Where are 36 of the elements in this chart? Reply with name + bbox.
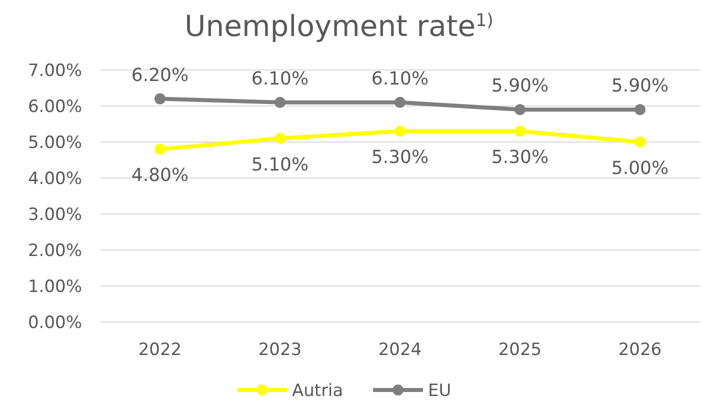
point [274, 132, 286, 144]
y-tick-label: 7.00% [28, 60, 82, 81]
y-tick-label: 1.00% [28, 276, 82, 297]
point [154, 144, 166, 155]
legend-label: Autria [292, 380, 344, 401]
data-label: 5.90% [491, 76, 549, 97]
y-tick-label: 5.00% [28, 132, 82, 153]
data-label: 5.10% [251, 154, 309, 176]
data-label: 6.20% [131, 64, 189, 86]
point [274, 96, 286, 108]
x-tick-label: 2022 [138, 340, 182, 360]
data-label: 5.30% [491, 147, 549, 168]
point [514, 104, 526, 116]
point [634, 136, 646, 148]
point [154, 93, 166, 104]
point [514, 126, 526, 137]
chart-title: Unemployment rate$^{1)}$ [184, 9, 494, 43]
data-label: 6.10% [251, 68, 309, 90]
data-label: 5.00% [611, 158, 669, 179]
x-tick-label: 2023 [258, 340, 302, 360]
x-tick-label: 2026 [618, 340, 662, 360]
point [634, 104, 646, 116]
point [394, 96, 406, 108]
point [394, 126, 406, 137]
y-tick-label: 6.00% [28, 96, 82, 117]
x-tick-label: 2025 [498, 340, 542, 360]
legend-label: EU [428, 380, 452, 401]
y-tick-label: 0.00% [28, 312, 82, 333]
data-label: 5.30% [371, 147, 429, 168]
x-tick-label: 2024 [378, 340, 422, 360]
data-label: 5.90% [611, 76, 669, 97]
data-label: 4.80% [131, 165, 189, 186]
y-tick-label: 4.00% [28, 168, 82, 189]
data-label: 6.10% [371, 68, 429, 90]
y-tick-label: 3.00% [28, 204, 82, 225]
y-tick-label: 2.00% [28, 240, 82, 261]
